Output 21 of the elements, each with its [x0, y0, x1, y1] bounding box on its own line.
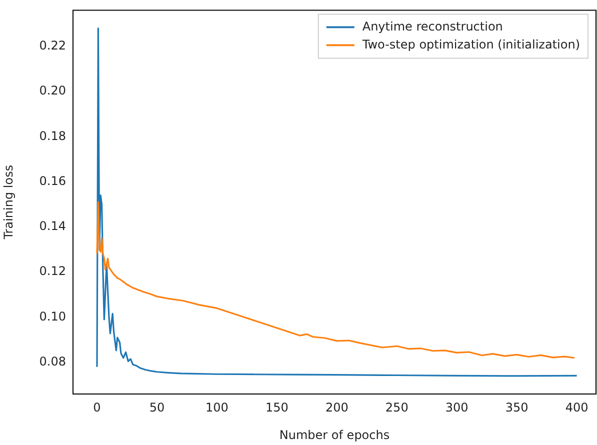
- y-tick-label: 0.08: [39, 354, 66, 369]
- y-tick-label: 0.14: [39, 219, 66, 234]
- x-tick-label: 350: [505, 400, 528, 414]
- x-tick-label: 200: [325, 400, 348, 414]
- legend-label: Anytime reconstruction: [362, 19, 503, 34]
- y-tick-label: 0.20: [39, 84, 66, 98]
- x-axis-title: Number of epochs: [279, 428, 390, 442]
- x-tick-label: 250: [385, 400, 408, 414]
- y-tick-label: 0.16: [39, 174, 66, 188]
- x-tick-label: 300: [445, 400, 468, 414]
- legend-label: Two-step optimization (initialization): [361, 37, 580, 52]
- x-tick-label: 0: [93, 400, 101, 414]
- y-tick-label: 0.10: [39, 309, 66, 324]
- y-tick-label: 0.12: [39, 264, 66, 278]
- x-tick-label: 50: [149, 400, 165, 414]
- y-tick-label: 0.22: [39, 38, 66, 52]
- x-tick-label: 100: [205, 400, 228, 414]
- x-tick-label: 150: [265, 400, 288, 414]
- y-axis-title: Training loss: [1, 164, 16, 240]
- y-tick-label: 0.18: [39, 128, 66, 143]
- x-tick-label: 400: [565, 400, 588, 414]
